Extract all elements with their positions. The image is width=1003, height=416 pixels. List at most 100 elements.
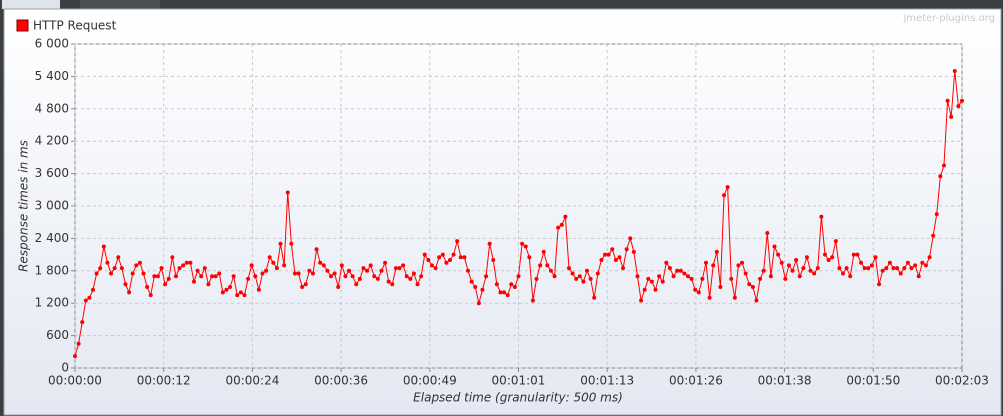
data-point [347,268,352,273]
data-point [105,260,110,265]
data-point [112,266,117,271]
data-point [444,260,449,265]
data-point [386,279,391,284]
data-point [278,241,283,246]
data-point [887,260,892,265]
data-point [960,98,964,103]
data-point [703,260,708,265]
data-point [325,268,330,273]
data-point [213,274,218,279]
data-point [76,341,81,346]
data-point [711,263,716,268]
y-tick-label: 2 400 [35,231,69,245]
data-point [419,274,424,279]
data-point [357,276,362,281]
data-point [804,255,809,260]
data-point [397,266,402,271]
data-point [783,276,788,281]
data-point [393,266,398,271]
data-point [941,163,946,168]
data-point [538,263,543,268]
data-point [603,252,608,257]
data-point [642,287,647,292]
data-point [786,263,791,268]
data-point [534,276,539,281]
data-point [127,290,132,295]
data-point [934,212,939,217]
data-point [415,282,420,287]
watermark: jmeter-plugins.org [902,13,995,24]
data-point [815,266,820,271]
data-point [300,285,305,289]
data-point [581,279,586,284]
data-point [826,258,831,262]
data-point [595,271,600,276]
data-point [808,268,813,273]
data-point [714,249,719,254]
data-point [664,260,669,265]
data-point [667,266,672,271]
data-point [812,271,817,276]
data-point [635,274,640,279]
data-point [502,290,507,295]
data-point [73,354,77,359]
data-point [134,263,139,268]
data-point [880,268,885,273]
tab[interactable] [2,0,60,9]
data-point [556,225,561,230]
data-point [848,274,853,279]
data-point [292,271,297,276]
data-point [877,282,882,287]
data-point [473,285,478,289]
y-tick-label: 0 [61,361,69,375]
data-point [675,268,680,273]
data-point [375,276,380,281]
data-point [761,268,766,273]
data-point [621,266,626,271]
data-point [307,268,312,273]
data-point [206,282,211,287]
data-point [552,274,557,279]
data-point [137,260,142,265]
data-point [895,266,900,271]
data-point [671,274,676,279]
data-point [188,260,193,265]
data-point [91,287,96,292]
tab[interactable] [80,0,160,9]
data-point [94,271,99,276]
data-point [130,271,135,276]
data-point [949,114,954,119]
data-point [429,263,434,268]
data-point [956,104,961,109]
data-point [256,287,261,292]
data-point [559,222,564,227]
data-point [509,282,514,287]
data-point [873,255,878,260]
data-point [566,266,571,271]
data-point [87,295,92,300]
data-point [440,252,445,257]
data-point [253,274,258,279]
data-point [938,174,943,179]
data-point [480,287,485,292]
data-point [383,260,388,265]
data-point [718,285,723,289]
data-point [862,266,867,271]
data-point [217,271,222,276]
data-point [819,214,824,219]
data-point [408,276,413,281]
data-point [98,266,103,271]
data-point [116,255,121,260]
data-point [238,290,243,295]
data-point [329,274,334,279]
data-point [469,279,474,284]
data-point [653,287,658,292]
x-tick-label: 00:01:38 [758,374,812,388]
data-point [332,271,337,276]
data-point [462,255,467,260]
x-tick-label: 00:00:49 [403,374,457,388]
data-point [794,258,799,262]
data-point [264,268,269,273]
y-tick-label: 1 800 [35,263,69,277]
